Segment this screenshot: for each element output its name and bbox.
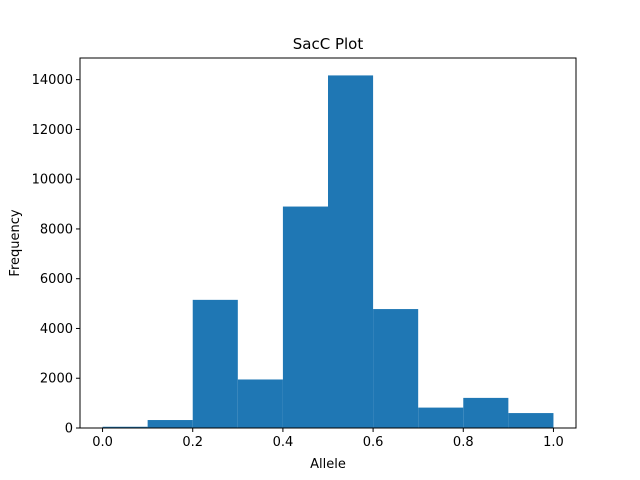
- y-tick-label: 2000: [40, 372, 73, 387]
- x-tick-label: 0.4: [273, 435, 294, 450]
- histogram-bar: [508, 413, 554, 428]
- y-tick-label: 6000: [40, 272, 73, 287]
- chart-title: SacC Plot: [293, 35, 364, 53]
- histogram-bar: [328, 75, 374, 429]
- x-tick-label: 0.2: [182, 435, 203, 450]
- y-tick-label: 10000: [32, 173, 73, 188]
- y-tick-label: 8000: [40, 222, 73, 237]
- histogram-bar: [192, 299, 238, 428]
- histogram-bar: [147, 420, 193, 428]
- x-tick-label: 1.0: [543, 435, 564, 450]
- plot-frame: [79, 57, 577, 429]
- histogram-bar: [373, 309, 419, 428]
- histogram-bar: [463, 397, 509, 428]
- y-tick-label: 4000: [40, 322, 73, 337]
- bars-group: [102, 75, 554, 429]
- x-axis-label: Allele: [310, 457, 346, 472]
- x-axis-ticks: 0.0 0.2 0.4 0.6 0.8 1.0: [92, 428, 564, 450]
- y-tick-label: 12000: [32, 123, 73, 138]
- histogram-bar: [418, 407, 464, 428]
- y-axis-ticks: 0 2000 4000 6000 8000 10000 12000 14000: [32, 73, 80, 437]
- y-tick-label: 14000: [32, 73, 73, 88]
- x-tick-label: 0.0: [92, 435, 113, 450]
- histogram-bar: [282, 206, 328, 428]
- y-tick-label: 0: [65, 422, 73, 437]
- histogram-bar: [237, 379, 283, 428]
- y-axis-label: Frequency: [8, 209, 23, 276]
- histogram-bar: [102, 426, 148, 428]
- x-tick-label: 0.6: [363, 435, 384, 450]
- x-tick-label: 0.8: [453, 435, 474, 450]
